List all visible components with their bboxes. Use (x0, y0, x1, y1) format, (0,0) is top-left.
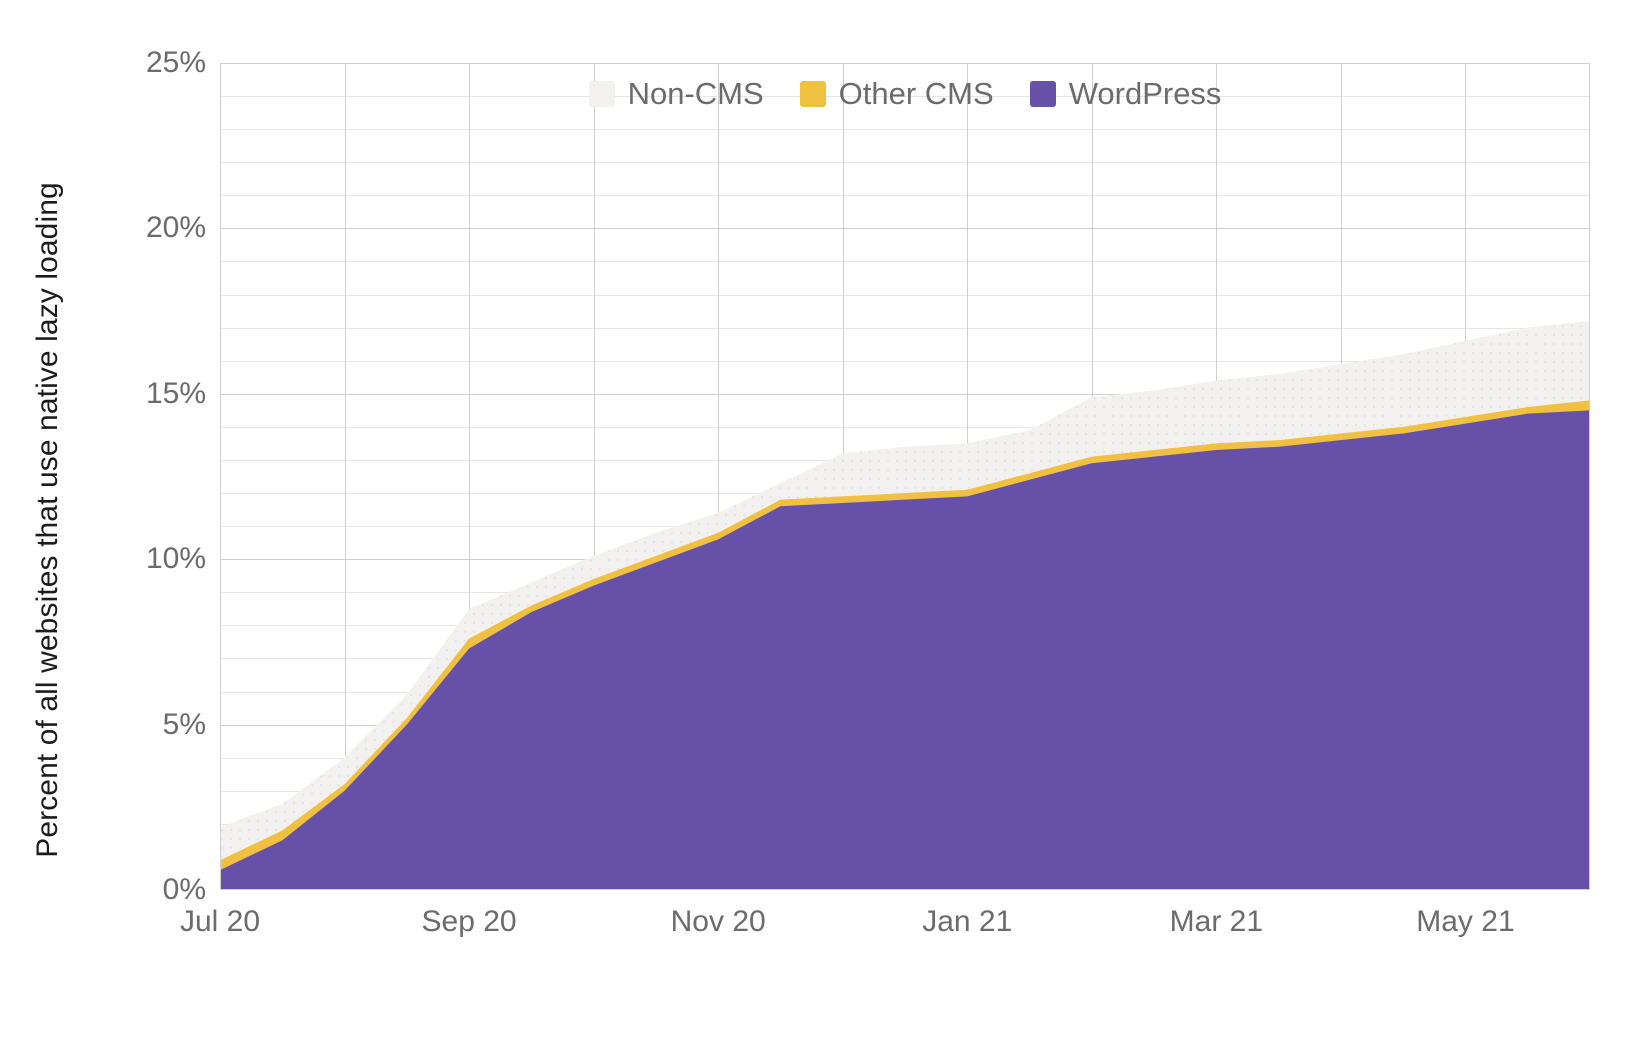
legend-swatch-icon (799, 81, 826, 107)
legend-label: Non-CMS (627, 76, 764, 111)
x-tick-jul-20: Jul 20 (179, 905, 261, 938)
legend-item-other-cms[interactable]: Other CMS (799, 76, 994, 112)
y-tick-25: 25% (145, 46, 206, 79)
plot-area (220, 63, 1590, 890)
legend-swatch-icon (1029, 81, 1056, 107)
y-axis-title: Percent of all websites that use native … (31, 182, 64, 858)
chart-legend: Non-CMS Other CMS WordPress (220, 76, 1590, 112)
x-tick-sep-20: Sep 20 (421, 905, 517, 938)
legend-item-non-cms[interactable]: Non-CMS (588, 76, 764, 112)
legend-label: WordPress (1068, 76, 1222, 111)
y-tick-20: 20% (145, 211, 206, 245)
plot-border (220, 63, 1590, 890)
legend-label: Other CMS (838, 76, 994, 111)
y-tick-10: 10% (145, 542, 206, 576)
legend-swatch-icon (588, 81, 615, 107)
series-layers (220, 321, 1590, 890)
x-tick-may-21: May 21 (1416, 905, 1515, 938)
plot-svg (220, 63, 1590, 890)
legend-item-wordpress[interactable]: WordPress (1029, 76, 1222, 112)
y-tick-15: 15% (145, 376, 206, 410)
x-tick-nov-20: Nov 20 (670, 905, 766, 938)
area-series-wordpress (220, 410, 1590, 890)
x-tick-jan-21: Jan 21 (922, 905, 1013, 938)
y-tick-0: 0% (162, 873, 206, 906)
y-tick-5: 5% (162, 707, 206, 741)
x-tick-mar-21: Mar 21 (1169, 905, 1264, 938)
